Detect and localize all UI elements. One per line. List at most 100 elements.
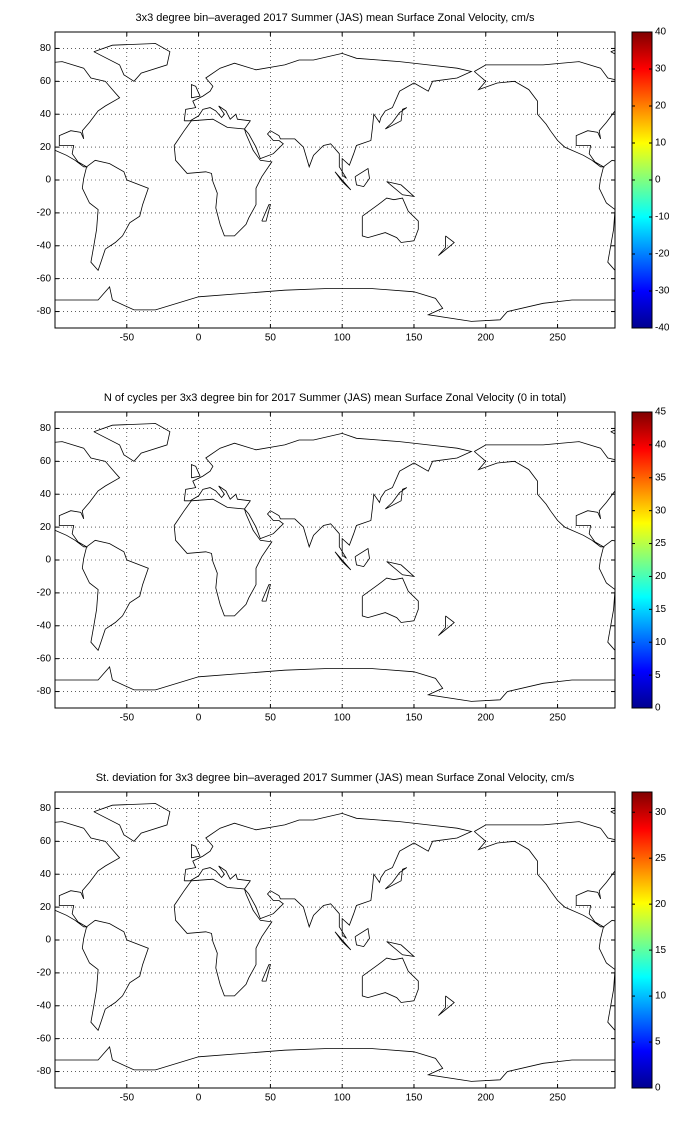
colorbar-tick-label: 5 [655,1037,661,1048]
colorbar-tick-label: 15 [655,604,667,615]
y-tick-label: -60 [37,273,52,284]
coastline [438,235,455,256]
coastline [93,423,171,462]
y-tick-label: 60 [40,836,52,847]
colorbar-tick-label: 35 [655,472,667,483]
x-tick-label: 100 [334,713,351,724]
y-tick-label: -60 [37,1033,52,1044]
x-tick-label: 0 [196,1093,202,1104]
colorbar-tick-label: 30 [655,64,667,75]
x-tick-label: 50 [265,1093,277,1104]
coastline [55,1046,615,1082]
x-tick-label: -50 [120,1093,135,1104]
x-tick-label: 0 [196,333,202,344]
x-tick-label: 100 [334,1093,351,1104]
x-tick-label: 250 [549,333,566,344]
x-tick-label: 250 [549,1093,566,1104]
y-tick-label: -20 [37,968,52,979]
y-tick-label: 80 [40,43,52,54]
x-tick-label: 250 [549,713,566,724]
x-tick-label: 100 [334,333,351,344]
coastline [438,995,455,1016]
coastline [93,43,171,82]
y-tick-label: -80 [37,686,52,697]
colorbar-tick-label: 30 [655,505,667,516]
coastline [81,919,149,1032]
x-tick-label: -50 [120,333,135,344]
x-tick-label: 150 [406,1093,423,1104]
colorbar-tick-label: -10 [655,212,670,223]
coastline [183,812,473,939]
y-tick-label: -20 [37,208,52,219]
coastline [474,821,615,928]
y-tick-label: 40 [40,109,52,120]
coastline [334,551,352,571]
axes-frame [54,31,616,329]
coastline [361,197,419,243]
coastline [191,464,201,479]
coastline [386,561,416,577]
colorbar-tick-label: 0 [655,175,661,186]
x-tick-label: 200 [477,713,494,724]
y-tick-label: 0 [45,935,51,946]
coastline [334,171,352,191]
colorbar-tick-label: 40 [655,27,667,38]
coastline [183,52,473,179]
coastline [438,615,455,636]
y-tick-label: 20 [40,522,52,533]
coastline [474,441,615,548]
colorbar-tick-label: 15 [655,945,667,956]
colorbar-tick-label: 20 [655,101,667,112]
coastline [55,666,615,702]
colorbar-tick-label: 0 [655,1083,661,1094]
colorbar [631,411,653,709]
y-tick-label: 40 [40,489,52,500]
y-tick-label: -40 [37,240,52,251]
y-tick-label: 80 [40,803,52,814]
coastline [81,159,149,272]
coastline [354,547,370,568]
colorbar-tick-label: -30 [655,286,670,297]
coastline [173,118,273,237]
coastline [55,61,121,168]
chart-title: N of cycles per 3x3 degree bin for 2017 … [104,392,566,404]
x-tick-label: 0 [196,713,202,724]
y-tick-label: -40 [37,620,52,631]
y-tick-label: 20 [40,142,52,153]
y-tick-label: 60 [40,76,52,87]
y-tick-label: -60 [37,653,52,664]
coastline [173,878,273,997]
colorbar-tick-label: 25 [655,853,667,864]
coastline [191,84,201,99]
coastlines [55,43,615,322]
coastline [386,181,416,197]
coastline [354,167,370,188]
coastline [474,61,615,168]
colorbar-tick-label: 5 [655,670,661,681]
y-tick-label: -20 [37,588,52,599]
y-tick-label: -40 [37,1000,52,1011]
coastline [55,821,121,928]
colorbar-tick-label: 30 [655,807,667,818]
colorbar-tick-label: 10 [655,991,667,1002]
colorbar-tick-label: 20 [655,571,667,582]
coastline [81,539,149,652]
coastline [385,867,408,890]
coastline [361,577,419,623]
y-tick-label: 20 [40,902,52,913]
chart-title: 3x3 degree bin–averaged 2017 Summer (JAS… [135,12,535,24]
colorbar-tick-label: 10 [655,637,667,648]
y-tick-label: 80 [40,423,52,434]
colorbar-tick-label: 40 [655,440,667,451]
coastline [385,107,408,130]
colorbar-tick-label: -40 [655,323,670,334]
coastline [55,286,615,322]
coastline [173,498,273,617]
coastline [354,927,370,948]
x-tick-label: 150 [406,713,423,724]
colorbar-tick-label: 25 [655,538,667,549]
coastlines [55,423,615,702]
colorbar-tick-label: -20 [655,249,670,260]
coastline [598,159,615,272]
coastline [386,941,416,957]
